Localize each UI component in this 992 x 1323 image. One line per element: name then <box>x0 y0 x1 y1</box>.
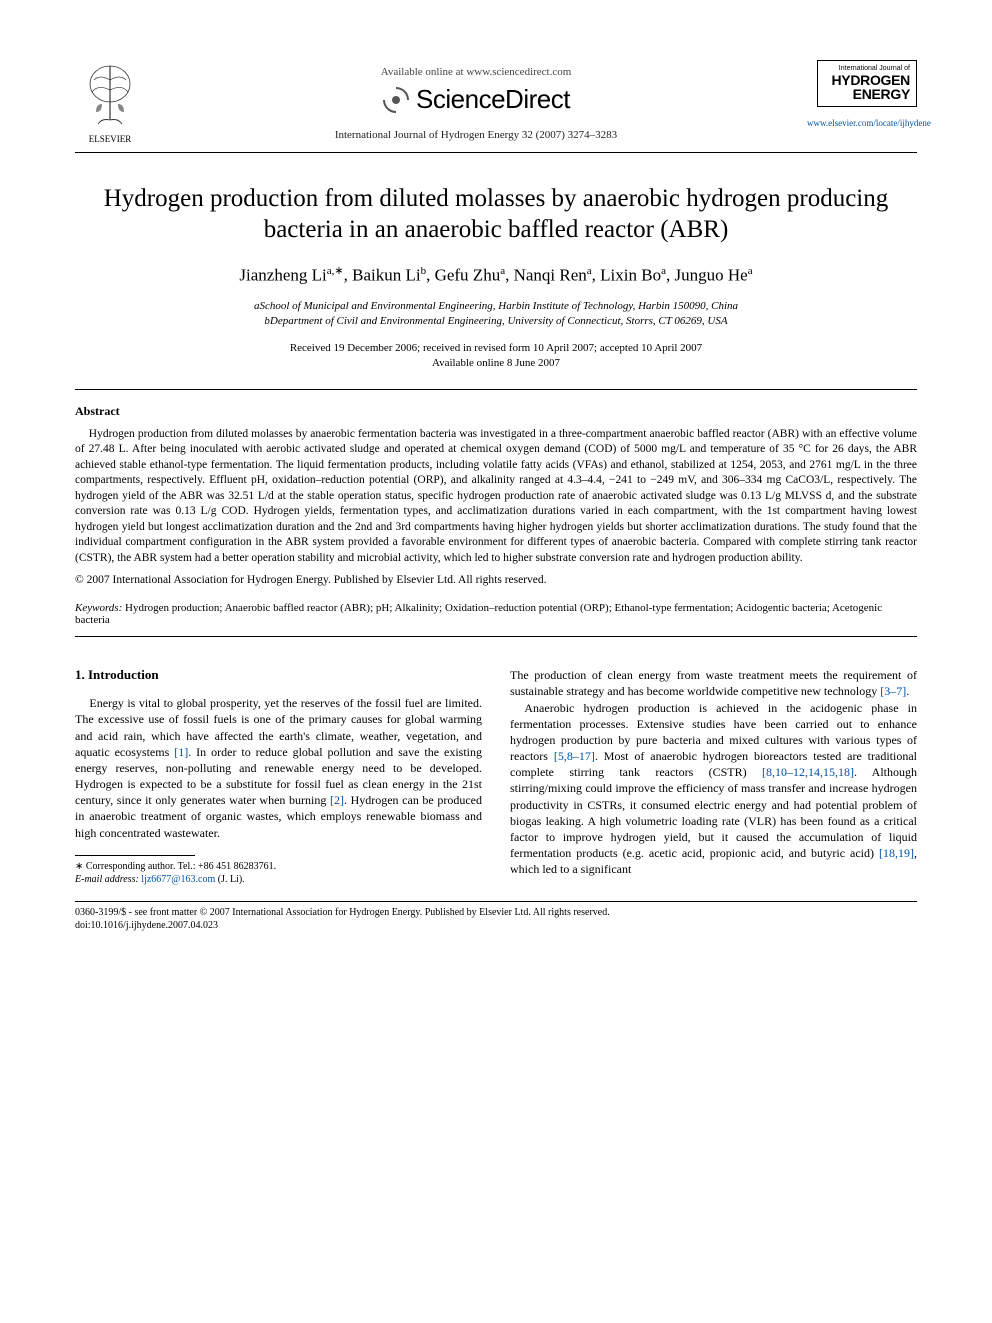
corresponding-author-footnote: ∗ Corresponding author. Tel.: +86 451 86… <box>75 860 482 887</box>
abstract-bottom-rule <box>75 636 917 637</box>
footnote-rule <box>75 855 195 856</box>
journal-box-line2: ENERGY <box>824 87 910 102</box>
elsevier-label: ELSEVIER <box>75 134 145 144</box>
header-rule <box>75 152 917 153</box>
available-online-text: Available online at www.sciencedirect.co… <box>145 66 807 78</box>
footnote-email-line: E-mail address: ljz6677@163.com (J. Li). <box>75 873 482 887</box>
dates-available: Available online 8 June 2007 <box>75 356 917 371</box>
sciencedirect-logo: ScienceDirect <box>382 84 570 115</box>
authors-line: Jianzheng Lia,∗, Baikun Lib, Gefu Zhua, … <box>75 264 917 286</box>
sciencedirect-swirl-icon <box>382 86 410 114</box>
abstract-heading: Abstract <box>75 404 917 419</box>
intro-text-c2-2c: . Although stirring/mixing could improve… <box>510 765 917 860</box>
abstract-text: Hydrogen production from diluted molasse… <box>75 427 917 567</box>
keywords-label: Keywords: <box>75 602 122 614</box>
affiliations: aSchool of Municipal and Environmental E… <box>75 299 917 329</box>
citation-link-18-19[interactable]: [18,19] <box>879 846 914 860</box>
sciencedirect-text: ScienceDirect <box>416 84 570 115</box>
elsevier-tree-icon <box>82 60 138 130</box>
body-two-column: 1. Introduction Energy is vital to globa… <box>75 667 917 887</box>
dates-received: Received 19 December 2006; received in r… <box>75 341 917 356</box>
journal-cover-box: International Journal of HYDROGEN ENERGY <box>817 60 917 107</box>
header-row: ELSEVIER Available online at www.science… <box>75 60 917 144</box>
left-column: 1. Introduction Energy is vital to globa… <box>75 667 482 887</box>
citation-link-2[interactable]: [2] <box>330 793 344 807</box>
citation-link-8-etc[interactable]: [8,10–12,14,15,18] <box>762 765 854 779</box>
citation-link-5-8-17[interactable]: [5,8–17] <box>554 749 595 763</box>
journal-box-line1: HYDROGEN <box>824 73 910 88</box>
center-header: Available online at www.sciencedirect.co… <box>145 60 807 141</box>
citation-link-1[interactable]: [1] <box>174 745 188 759</box>
intro-para-col2-2: Anaerobic hydrogen production is achieve… <box>510 700 917 878</box>
keywords-line: Keywords: Hydrogen production; Anaerobic… <box>75 602 917 626</box>
abstract-top-rule <box>75 389 917 390</box>
abstract-copyright: © 2007 International Association for Hyd… <box>75 574 917 586</box>
journal-url-link[interactable]: www.elsevier.com/locate/ijhydene <box>807 118 931 128</box>
elsevier-logo: ELSEVIER <box>75 60 145 144</box>
footnote-email-label: E-mail address: <box>75 874 139 885</box>
front-matter-info: 0360-3199/$ - see front matter © 2007 In… <box>75 906 917 932</box>
citation-line: International Journal of Hydrogen Energy… <box>145 129 807 141</box>
footnote-corresponding: ∗ Corresponding author. Tel.: +86 451 86… <box>75 860 482 874</box>
intro-text-c2-1a: The production of clean energy from wast… <box>510 668 917 698</box>
journal-logo-block: International Journal of HYDROGEN ENERGY… <box>807 60 917 131</box>
affiliation-a: aSchool of Municipal and Environmental E… <box>75 299 917 314</box>
keywords-text: Hydrogen production; Anaerobic baffled r… <box>75 602 882 626</box>
footnote-email-link[interactable]: ljz6677@163.com <box>141 874 215 885</box>
abstract-body: Hydrogen production from diluted molasse… <box>75 428 917 564</box>
intro-para-col2-1: The production of clean energy from wast… <box>510 667 917 699</box>
intro-para-1: Energy is vital to global prosperity, ye… <box>75 695 482 841</box>
citation-link-3-7[interactable]: [3–7] <box>880 684 906 698</box>
article-dates: Received 19 December 2006; received in r… <box>75 341 917 371</box>
bottom-rule <box>75 901 917 902</box>
right-column: The production of clean energy from wast… <box>510 667 917 887</box>
article-title: Hydrogen production from diluted molasse… <box>95 183 897 246</box>
intro-text-c2-1b: . <box>906 684 909 698</box>
doi-line: doi:10.1016/j.ijhydene.2007.04.023 <box>75 919 917 932</box>
affiliation-b: bDepartment of Civil and Environmental E… <box>75 314 917 329</box>
section-1-heading: 1. Introduction <box>75 667 482 683</box>
footnote-email-who: (J. Li). <box>215 874 244 885</box>
front-matter-line1: 0360-3199/$ - see front matter © 2007 In… <box>75 906 917 919</box>
